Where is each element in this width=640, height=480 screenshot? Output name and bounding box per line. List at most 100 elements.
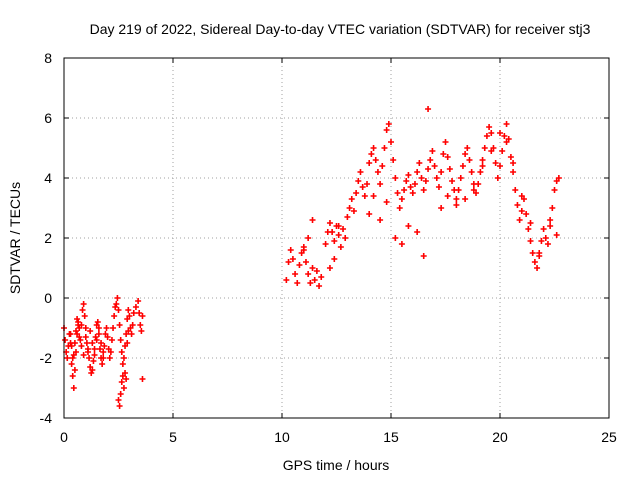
data-point: [411, 181, 418, 187]
data-point: [318, 274, 325, 280]
data-point: [313, 268, 320, 274]
data-point: [488, 148, 495, 154]
data-point: [68, 343, 75, 349]
data-point: [457, 175, 464, 181]
data-point: [120, 355, 127, 361]
data-point: [381, 145, 388, 151]
data-point: [514, 202, 521, 208]
data-point: [503, 139, 510, 145]
data-point: [547, 217, 554, 223]
y-tick-label: 6: [44, 110, 52, 126]
data-point: [99, 361, 106, 367]
data-point: [132, 304, 139, 310]
data-point: [117, 337, 124, 343]
data-point: [553, 232, 560, 238]
data-point: [368, 151, 375, 157]
data-point: [106, 355, 113, 361]
data-point: [110, 325, 117, 331]
y-tick-label: 0: [44, 290, 52, 306]
data-point: [468, 169, 475, 175]
data-point: [433, 175, 440, 181]
data-point: [70, 385, 77, 391]
data-point: [90, 358, 97, 364]
data-point: [444, 193, 451, 199]
data-point: [74, 316, 81, 322]
data-point: [440, 151, 447, 157]
data-point: [418, 175, 425, 181]
y-tick-label: -2: [40, 350, 53, 366]
data-point: [392, 235, 399, 241]
data-point: [446, 166, 453, 172]
data-point: [547, 223, 554, 229]
data-point: [481, 145, 488, 151]
data-point: [138, 328, 145, 334]
data-point: [551, 187, 558, 193]
data-point: [103, 325, 110, 331]
data-point: [422, 178, 429, 184]
data-point: [82, 325, 89, 331]
data-point: [438, 205, 445, 211]
data-point: [540, 226, 547, 232]
data-point: [370, 145, 377, 151]
data-point: [122, 370, 129, 376]
data-point: [449, 178, 456, 184]
data-point: [80, 301, 87, 307]
data-point: [89, 340, 96, 346]
data-point: [510, 160, 517, 166]
data-point: [68, 361, 75, 367]
data-point: [536, 250, 543, 256]
data-point: [518, 208, 525, 214]
data-point: [305, 235, 312, 241]
data-point: [353, 190, 360, 196]
data-point: [416, 160, 423, 166]
data-point: [117, 391, 124, 397]
y-tick-label: 4: [44, 170, 52, 186]
data-point: [483, 133, 490, 139]
data-point: [113, 301, 120, 307]
data-point: [79, 307, 86, 313]
data-point: [394, 190, 401, 196]
data-point: [542, 235, 549, 241]
data-point: [366, 160, 373, 166]
data-point: [78, 343, 85, 349]
data-point: [118, 349, 125, 355]
data-point: [390, 157, 397, 163]
data-point: [69, 355, 76, 361]
data-point: [388, 139, 394, 145]
data-point: [123, 376, 130, 382]
data-point: [136, 310, 143, 316]
data-point: [89, 367, 96, 373]
data-point: [466, 157, 473, 163]
data-point: [383, 199, 390, 205]
data-point: [470, 187, 477, 193]
data-point: [527, 238, 534, 244]
x-tick-label: 0: [60, 429, 68, 445]
data-point: [392, 175, 399, 181]
data-point: [107, 349, 114, 355]
data-point: [527, 220, 534, 226]
data-point: [538, 238, 545, 244]
data-point: [516, 217, 523, 223]
data-point: [479, 157, 486, 163]
data-point: [405, 172, 412, 178]
data-point: [497, 163, 503, 169]
data-point: [455, 187, 462, 193]
data-point: [81, 313, 88, 319]
data-point: [84, 346, 91, 352]
data-point: [98, 340, 105, 346]
data-point: [100, 355, 107, 361]
data-point: [512, 187, 519, 193]
data-point: [499, 148, 506, 154]
data-point: [383, 127, 390, 133]
data-point: [135, 298, 142, 304]
data-point: [326, 265, 333, 271]
data-point: [114, 295, 121, 301]
data-point: [398, 241, 405, 247]
data-point: [525, 226, 532, 232]
data-point: [409, 190, 416, 196]
data-point: [464, 145, 471, 151]
data-point: [76, 334, 83, 340]
data-point: [309, 265, 316, 271]
data-point: [115, 397, 122, 403]
data-point: [331, 238, 338, 244]
